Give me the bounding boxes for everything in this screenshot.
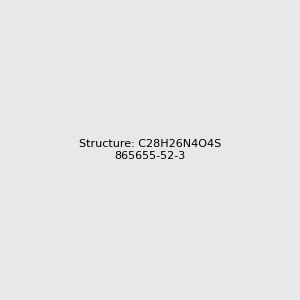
Text: Structure: C28H26N4O4S
865655-52-3: Structure: C28H26N4O4S 865655-52-3 [79, 139, 221, 161]
